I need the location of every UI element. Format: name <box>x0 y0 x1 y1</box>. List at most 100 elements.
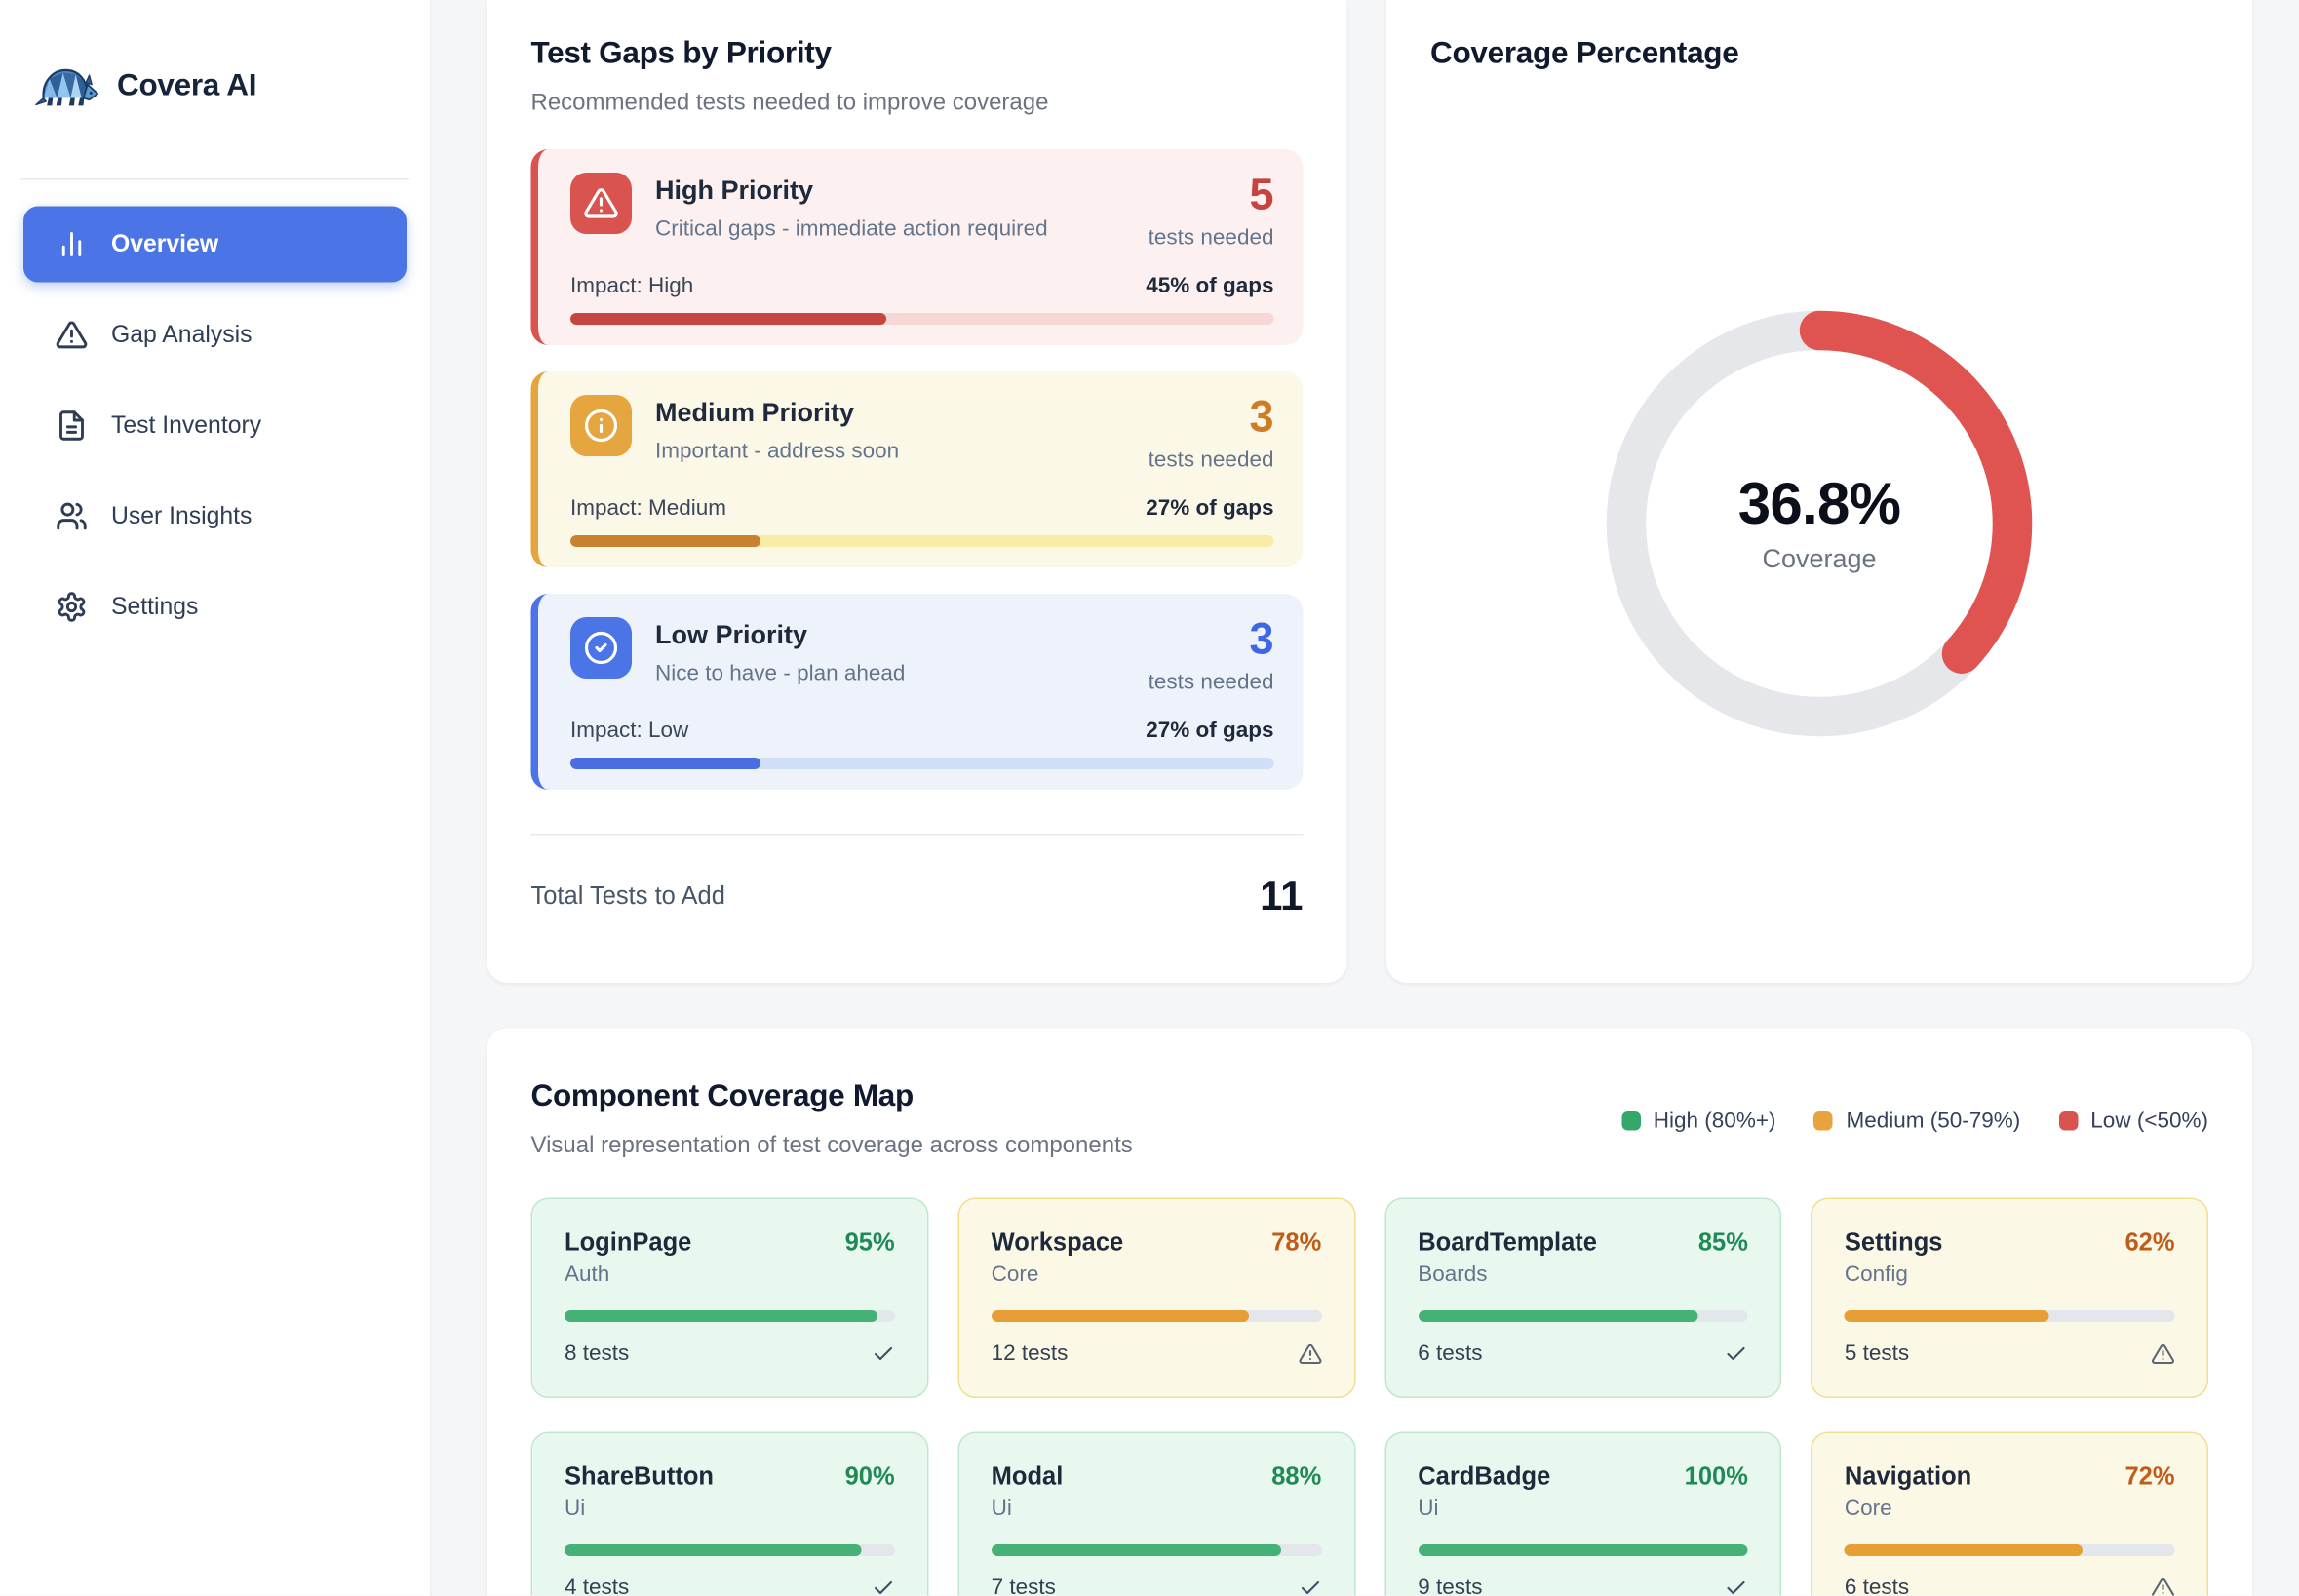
priority-progress-track <box>570 313 1274 325</box>
component-progress-track <box>565 1310 895 1322</box>
impact-row: Impact: Low 27% of gaps <box>570 719 1274 744</box>
component-card-settings: Settings 62% Config 5 tests <box>1811 1197 2208 1398</box>
priority-progress-fill <box>570 758 760 769</box>
file-text-icon <box>56 409 88 442</box>
priority-header: High Priority Critical gaps - immediate … <box>570 172 1274 251</box>
component-name: Settings <box>1844 1228 1943 1257</box>
component-tests-count: 4 tests <box>565 1575 630 1596</box>
warning-icon <box>1298 1342 1321 1365</box>
priority-title: High Priority <box>655 175 814 205</box>
users-icon <box>56 500 88 532</box>
check-icon <box>872 1576 895 1595</box>
impact-label: Impact: High <box>570 273 694 299</box>
component-coverage-percent: 100% <box>1684 1462 1748 1491</box>
component-progress-fill <box>1418 1310 1699 1322</box>
info-icon <box>570 395 632 456</box>
priority-card-high: High Priority Critical gaps - immediate … <box>530 149 1304 345</box>
sidebar-item-label: User Insights <box>111 502 253 529</box>
tests-needed-label: tests needed <box>1148 225 1274 251</box>
priority-description: Nice to have - plan ahead <box>655 661 906 686</box>
impact-row: Impact: High 45% of gaps <box>570 274 1274 299</box>
impact-label: Impact: Low <box>570 718 689 744</box>
impact-row: Impact: Medium 27% of gaps <box>570 496 1274 522</box>
component-name: Modal <box>991 1462 1064 1491</box>
coverage-value-caption: Coverage <box>1762 544 1877 573</box>
component-category: Config <box>1844 1262 1908 1288</box>
sidebar-item-test-inventory[interactable]: Test Inventory <box>23 388 407 464</box>
component-map-title: Component Coverage Map <box>530 1079 915 1113</box>
component-tests-count: 12 tests <box>991 1341 1069 1367</box>
component-card-workspace: Workspace 78% Core 12 tests <box>957 1197 1355 1398</box>
component-progress-fill <box>1418 1544 1748 1556</box>
sidebar-item-user-insights[interactable]: User Insights <box>23 479 407 555</box>
coverage-value: 36.8% <box>1737 472 1901 537</box>
component-tests-count: 8 tests <box>565 1341 630 1367</box>
component-category: Core <box>1844 1496 1892 1522</box>
priority-header: Medium Priority Important - address soon… <box>570 393 1274 473</box>
component-progress-fill <box>1844 1544 2083 1556</box>
total-tests-row: Total Tests to Add 11 <box>531 836 1304 920</box>
component-name: Workspace <box>991 1228 1124 1257</box>
check-icon <box>1298 1576 1321 1595</box>
component-coverage-percent: 90% <box>844 1462 895 1491</box>
sidebar-nav: Overview Gap Analysis Test Inventory Use… <box>0 180 430 645</box>
coverage-legend: High (80%+) Medium (50-79%) Low (<50%) <box>1620 1108 2208 1133</box>
component-category: Ui <box>991 1496 1012 1522</box>
sidebar-item-settings[interactable]: Settings <box>23 569 407 645</box>
component-tests-count: 5 tests <box>1844 1341 1910 1367</box>
component-map-subtitle: Visual representation of test coverage a… <box>530 1133 1133 1159</box>
component-progress-track <box>991 1310 1322 1322</box>
component-category: Ui <box>1418 1496 1439 1522</box>
component-progress-track <box>1418 1310 1748 1322</box>
impact-label: Impact: Medium <box>570 495 727 522</box>
component-coverage-percent: 88% <box>1271 1462 1322 1491</box>
component-card-modal: Modal 88% Ui 7 tests <box>957 1431 1355 1596</box>
bar-chart-icon <box>56 228 88 260</box>
priority-progress-fill <box>570 313 887 325</box>
sidebar-item-overview[interactable]: Overview <box>23 206 407 283</box>
component-card-cardbadge: CardBadge 100% Ui 9 tests <box>1383 1431 1782 1596</box>
tests-needed-label: tests needed <box>1148 448 1274 473</box>
component-category: Core <box>991 1262 1039 1288</box>
component-map-card: Component Coverage Map Visual representa… <box>487 1028 2252 1596</box>
tests-needed-count: 3 <box>1249 393 1274 442</box>
sidebar-item-gap-analysis[interactable]: Gap Analysis <box>23 297 407 373</box>
component-coverage-percent: 95% <box>844 1228 895 1257</box>
component-tests-count: 9 tests <box>1418 1575 1483 1596</box>
sidebar-divider <box>20 178 409 180</box>
legend-item: Low (<50%) <box>2058 1108 2208 1133</box>
logo: Covera AI <box>0 0 430 123</box>
total-tests-label: Total Tests to Add <box>530 881 725 911</box>
component-map-header: Component Coverage Map Visual representa… <box>531 1078 2209 1163</box>
donut-center-label: 36.8% Coverage <box>1600 304 2039 743</box>
tests-needed-label: tests needed <box>1148 670 1274 695</box>
app-title: Covera AI <box>117 68 257 103</box>
component-card-boardtemplate: BoardTemplate 85% Boards 6 tests <box>1383 1197 1782 1398</box>
priority-card-medium: Medium Priority Important - address soon… <box>530 371 1304 567</box>
priority-title: Medium Priority <box>655 398 855 427</box>
priority-progress-track <box>570 535 1274 547</box>
gaps-percentage-label: 45% of gaps <box>1146 273 1274 299</box>
check-icon <box>872 1342 895 1365</box>
legend-item: Medium (50-79%) <box>1813 1108 2020 1133</box>
legend-label: High (80%+) <box>1653 1108 1776 1133</box>
check-icon <box>1725 1342 1748 1365</box>
priority-description: Important - address soon <box>655 439 900 464</box>
component-name: Navigation <box>1844 1462 1972 1491</box>
armadillo-logo-icon <box>35 62 99 111</box>
check-icon <box>1725 1576 1748 1595</box>
component-progress-track <box>991 1544 1322 1556</box>
component-name: ShareButton <box>565 1462 714 1491</box>
gear-icon <box>56 591 88 623</box>
priority-card-low: Low Priority Nice to have - plan ahead 3… <box>530 594 1304 790</box>
warning-icon <box>2152 1342 2175 1365</box>
component-category: Ui <box>565 1496 586 1522</box>
tests-needed-count: 3 <box>1249 615 1274 664</box>
component-category: Auth <box>565 1262 610 1288</box>
legend-label: Low (<50%) <box>2090 1108 2208 1133</box>
component-progress-track <box>565 1544 895 1556</box>
test-gaps-subtitle: Recommended tests needed to improve cove… <box>530 91 1049 116</box>
component-progress-fill <box>565 1544 862 1556</box>
legend-label: Medium (50-79%) <box>1846 1108 2021 1133</box>
